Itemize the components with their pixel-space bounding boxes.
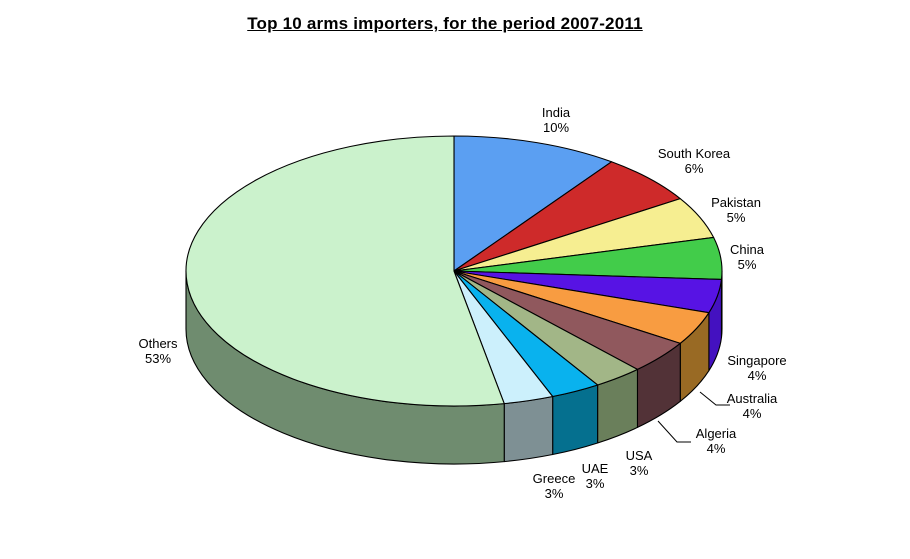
slice-label-percent: 3% (629, 463, 649, 478)
slice-label-name: China (730, 242, 764, 257)
slice-label-name: Singapore (727, 353, 787, 368)
slice-label-percent: 4% (742, 406, 762, 421)
slice-label-others: Others 53% (88, 336, 228, 366)
slice-label-percent: 6% (684, 161, 704, 176)
pie-slice-top-others (185, 135, 505, 407)
slice-label-percent: 3% (544, 486, 564, 501)
slice-label-percent: 10% (542, 120, 570, 135)
slice-label-pakistan: Pakistan 5% (666, 195, 806, 225)
leader-line-australia (699, 391, 730, 406)
slice-label-south-korea: South Korea 6% (624, 146, 764, 176)
slice-label-percent: 5% (737, 257, 757, 272)
slice-label-name: India (541, 105, 571, 120)
slice-label-singapore: Singapore 4% (687, 353, 827, 383)
pie-slice-side-greece (503, 395, 554, 463)
slice-label-uae: UAE 3% (525, 461, 665, 491)
slice-label-percent: 4% (747, 368, 767, 383)
slice-label-percent: 4% (706, 441, 726, 456)
slice-label-australia: Australia 4% (682, 391, 822, 421)
slice-label-name: South Korea (657, 146, 731, 161)
pie-slice-top-india (453, 135, 613, 272)
slice-label-percent: 53% (144, 351, 172, 366)
slice-label-greece: Greece 3% (484, 471, 624, 501)
slice-label-algeria: Algeria 4% (646, 426, 786, 456)
slice-label-name: USA (625, 448, 653, 463)
slice-label-name: Others (138, 336, 178, 351)
slice-label-percent: 5% (726, 210, 746, 225)
slice-label-name: Algeria (695, 426, 737, 441)
slice-label-india: India 10% (486, 105, 626, 135)
slice-label-name: Greece (532, 471, 576, 486)
slice-label-name: Pakistan (711, 195, 761, 210)
slice-label-name: Australia (726, 391, 778, 406)
slice-label-percent: 3% (585, 476, 605, 491)
slice-label-usa: USA 3% (569, 448, 709, 478)
slice-label-china: China 5% (677, 242, 817, 272)
leader-line-algeria (657, 420, 691, 443)
chart-title: Top 10 arms importers, for the period 20… (247, 14, 643, 33)
slice-label-name: UAE (581, 461, 609, 476)
